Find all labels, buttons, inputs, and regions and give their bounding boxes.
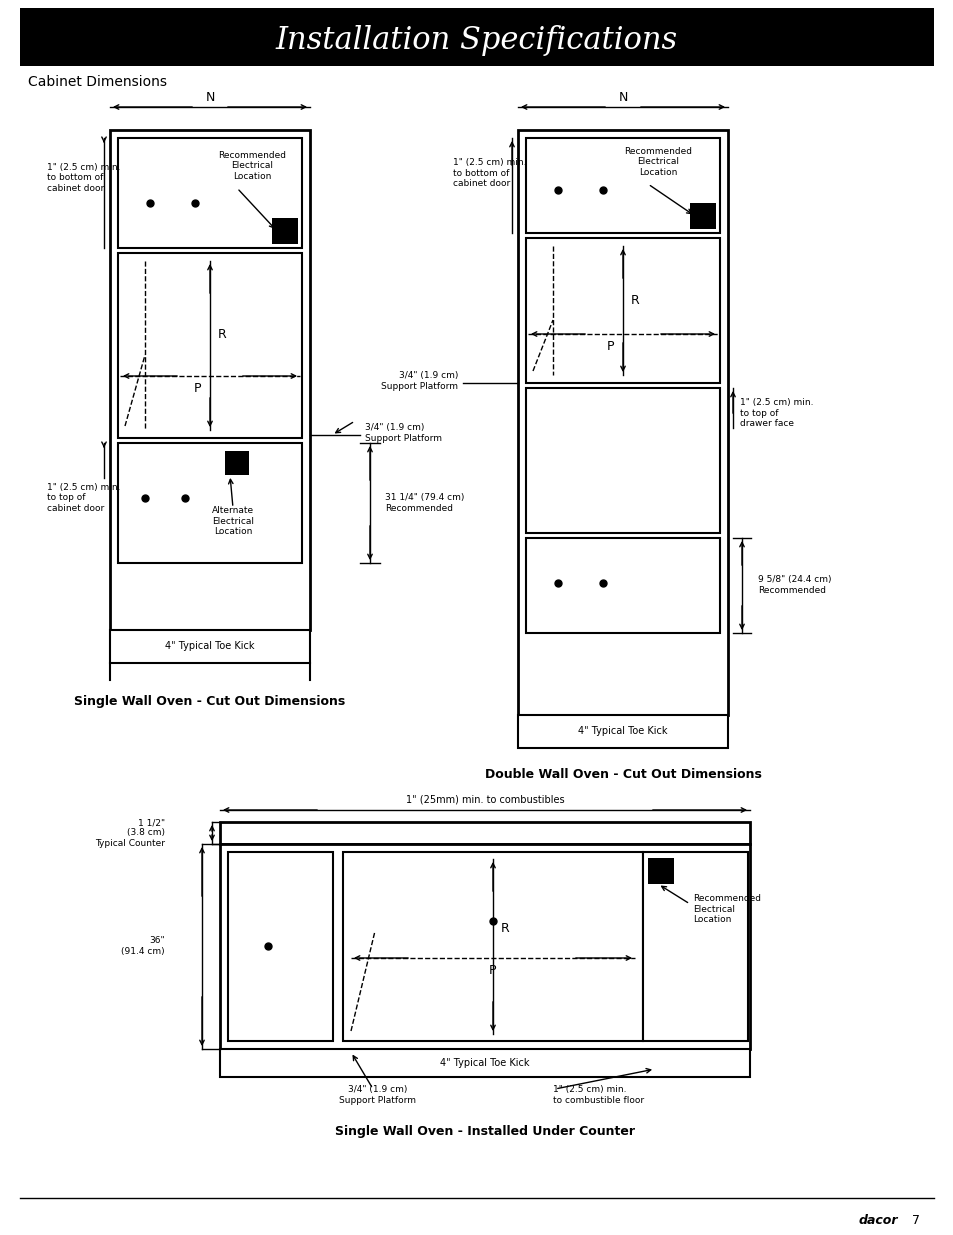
Text: Single Wall Oven - Cut Out Dimensions: Single Wall Oven - Cut Out Dimensions xyxy=(74,695,345,709)
Text: 1 1/2"
(3.8 cm)
Typical Counter: 1 1/2" (3.8 cm) Typical Counter xyxy=(95,818,165,848)
Bar xyxy=(689,203,716,228)
Text: 1" (2.5 cm) min.
to combustible floor: 1" (2.5 cm) min. to combustible floor xyxy=(553,1086,643,1104)
Text: P: P xyxy=(194,383,201,395)
Bar xyxy=(110,630,310,663)
Text: 1" (2.5 cm) min.
to top of
drawer face: 1" (2.5 cm) min. to top of drawer face xyxy=(740,398,813,427)
Text: 3/4" (1.9 cm)
Support Platform: 3/4" (1.9 cm) Support Platform xyxy=(339,1086,416,1104)
Text: P: P xyxy=(489,965,497,977)
Text: 1" (2.5 cm) min.
to bottom of
cabinet door: 1" (2.5 cm) min. to bottom of cabinet do… xyxy=(47,163,120,193)
Bar xyxy=(517,715,727,748)
Text: Recommended
Electrical
Location: Recommended Electrical Location xyxy=(218,151,286,180)
Bar xyxy=(272,219,297,245)
Text: Cabinet Dimensions: Cabinet Dimensions xyxy=(28,75,167,89)
Text: Recommended
Electrical
Location: Recommended Electrical Location xyxy=(623,147,691,177)
Text: 3/4" (1.9 cm)
Support Platform: 3/4" (1.9 cm) Support Platform xyxy=(380,372,457,390)
Text: Recommended
Electrical
Location: Recommended Electrical Location xyxy=(692,894,760,924)
Bar xyxy=(343,852,642,1041)
Bar xyxy=(647,858,673,884)
Bar xyxy=(228,852,333,1041)
Bar xyxy=(525,138,720,233)
Bar xyxy=(20,7,933,65)
Bar xyxy=(517,130,727,715)
Bar xyxy=(525,388,720,534)
Text: 4" Typical Toe Kick: 4" Typical Toe Kick xyxy=(578,726,667,736)
Text: 4" Typical Toe Kick: 4" Typical Toe Kick xyxy=(439,1058,529,1068)
Bar xyxy=(220,844,749,1049)
Text: R: R xyxy=(218,329,227,342)
Text: 9 5/8" (24.4 cm)
Recommended: 9 5/8" (24.4 cm) Recommended xyxy=(758,576,831,595)
Text: 7: 7 xyxy=(911,1214,919,1226)
Bar xyxy=(525,238,720,383)
Bar xyxy=(525,538,720,634)
Text: N: N xyxy=(205,91,214,104)
Text: dacor: dacor xyxy=(858,1214,897,1226)
Bar xyxy=(642,852,747,1041)
Text: 3/4" (1.9 cm)
Support Platform: 3/4" (1.9 cm) Support Platform xyxy=(365,424,441,442)
Text: Double Wall Oven - Cut Out Dimensions: Double Wall Oven - Cut Out Dimensions xyxy=(484,768,760,782)
Bar xyxy=(225,451,249,475)
Text: N: N xyxy=(618,91,627,104)
Bar xyxy=(110,130,310,630)
Bar xyxy=(118,443,302,563)
Text: 1" (2.5 cm) min.
to bottom of
cabinet door: 1" (2.5 cm) min. to bottom of cabinet do… xyxy=(453,158,526,188)
Text: Installation Specifications: Installation Specifications xyxy=(275,25,678,56)
Text: 4" Typical Toe Kick: 4" Typical Toe Kick xyxy=(165,641,254,651)
Bar xyxy=(220,823,749,844)
Bar xyxy=(118,138,302,248)
Text: 31 1/4" (79.4 cm)
Recommended: 31 1/4" (79.4 cm) Recommended xyxy=(385,493,464,513)
Text: Single Wall Oven - Installed Under Counter: Single Wall Oven - Installed Under Count… xyxy=(335,1125,635,1139)
Bar xyxy=(220,1049,749,1077)
Text: 1" (2.5 cm) min.
to top of
cabinet door: 1" (2.5 cm) min. to top of cabinet door xyxy=(47,483,120,513)
Text: R: R xyxy=(630,294,639,306)
Bar xyxy=(118,253,302,438)
Text: 1" (25mm) min. to combustibles: 1" (25mm) min. to combustibles xyxy=(405,794,564,804)
Text: Alternate
Electrical
Location: Alternate Electrical Location xyxy=(212,506,253,536)
Text: P: P xyxy=(607,341,614,353)
Text: 36"
(91.4 cm): 36" (91.4 cm) xyxy=(121,936,165,956)
Text: R: R xyxy=(500,921,509,935)
